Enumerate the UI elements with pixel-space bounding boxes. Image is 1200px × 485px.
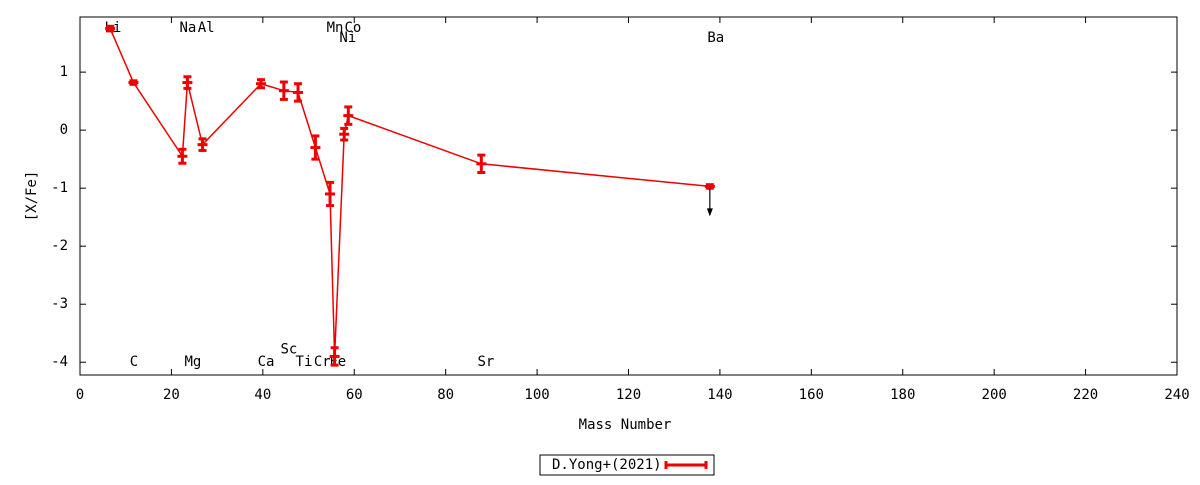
- y-tick-label: -1: [51, 180, 68, 196]
- x-tick-label: 160: [799, 387, 824, 403]
- series-line: [109, 28, 710, 357]
- y-tick-label: -2: [51, 238, 68, 254]
- element-label: Na: [179, 20, 196, 36]
- error-bar: [310, 134, 321, 161]
- element-label: Sc: [280, 341, 297, 357]
- element-label: Cr: [314, 354, 331, 370]
- element-label: Ni: [339, 30, 356, 46]
- element-label: C: [130, 354, 138, 370]
- x-tick-label: 40: [254, 387, 271, 403]
- error-bar: [128, 79, 139, 86]
- error-bar: [182, 75, 193, 90]
- error-bar: [293, 82, 304, 103]
- x-tick-label: 80: [437, 387, 454, 403]
- x-tick-label: 180: [890, 387, 915, 403]
- element-label: Ti: [296, 354, 313, 370]
- error-bar: [325, 180, 336, 208]
- error-bar: [339, 126, 350, 142]
- element-label: Mn: [327, 20, 344, 36]
- x-tick-label: 100: [524, 387, 549, 403]
- x-tick-label: 0: [76, 387, 84, 403]
- error-bar: [105, 24, 116, 33]
- x-axis-label: Mass Number: [579, 417, 672, 433]
- element-label: Mg: [184, 354, 201, 370]
- element-label: Ca: [258, 354, 275, 370]
- element-label: Co: [344, 20, 361, 36]
- element-label: Ba: [707, 30, 724, 46]
- x-tick-label: 60: [346, 387, 363, 403]
- legend-label: D.Yong+(2021): [552, 457, 662, 473]
- error-bar: [278, 80, 289, 101]
- x-tick-label: 240: [1164, 387, 1189, 403]
- y-axis-label: [X/Fe]: [24, 171, 40, 222]
- error-bar: [256, 78, 267, 90]
- upper-limit-arrowhead: [706, 208, 713, 217]
- y-tick-label: 0: [60, 122, 68, 138]
- plot-frame: [79, 16, 1178, 376]
- x-tick-label: 20: [163, 387, 180, 403]
- x-tick-label: 200: [982, 387, 1007, 403]
- error-bar: [329, 346, 340, 367]
- element-label: Al: [198, 20, 215, 36]
- error-bar: [197, 137, 208, 152]
- y-tick-label: -4: [51, 354, 68, 370]
- x-tick-label: 120: [616, 387, 641, 403]
- y-tick-label: -3: [51, 296, 68, 312]
- error-bar: [704, 183, 715, 190]
- x-tick-label: 220: [1073, 387, 1098, 403]
- legend-box: [539, 454, 715, 476]
- element-label: Sr: [477, 354, 494, 370]
- error-bar: [177, 147, 188, 165]
- x-tick-label: 140: [707, 387, 732, 403]
- error-bar: [343, 105, 354, 126]
- error-bar: [476, 153, 487, 175]
- y-tick-label: 1: [60, 64, 68, 80]
